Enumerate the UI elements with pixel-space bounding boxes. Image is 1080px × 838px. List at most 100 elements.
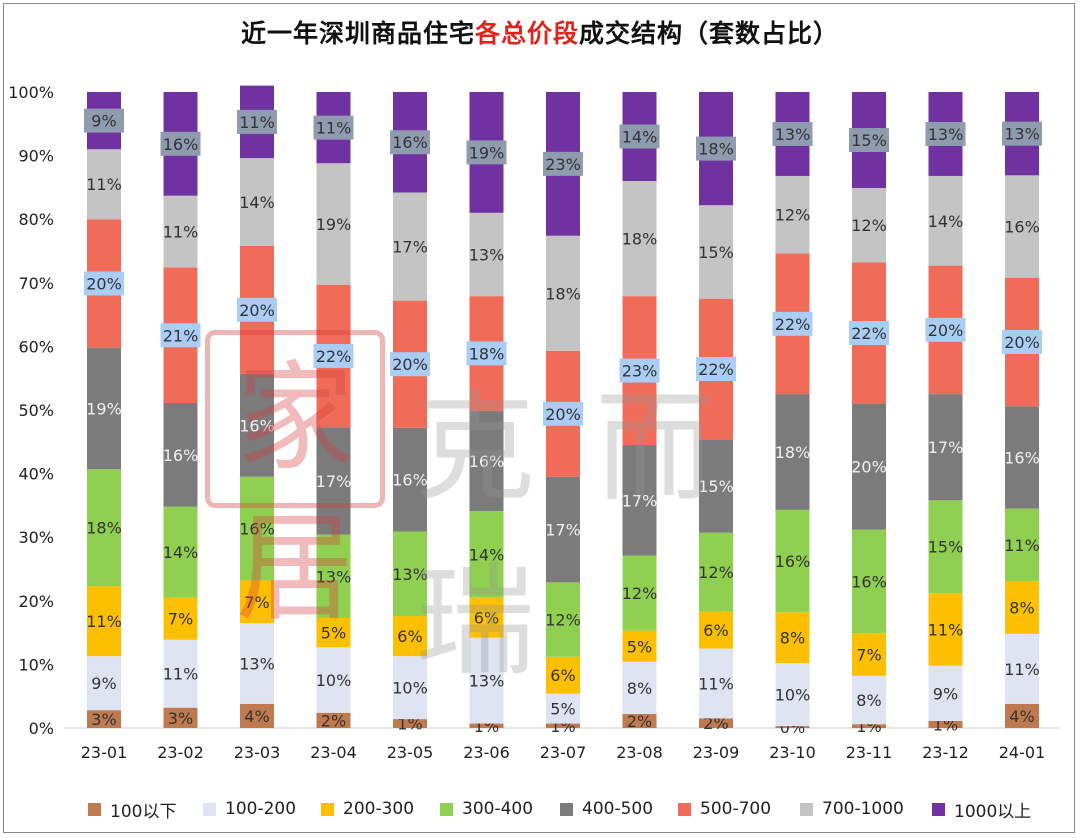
data-label-box bbox=[390, 130, 430, 155]
legend-swatch bbox=[321, 802, 334, 816]
data-label: 16% bbox=[1004, 448, 1040, 467]
data-label: 13% bbox=[392, 565, 428, 584]
data-label: 9% bbox=[933, 684, 958, 703]
bar-segment bbox=[775, 175, 810, 254]
bar-segment bbox=[316, 617, 351, 648]
bar-segment bbox=[928, 394, 963, 501]
data-label: 17% bbox=[545, 521, 581, 540]
bar-segment bbox=[316, 534, 351, 618]
data-label-box bbox=[160, 131, 201, 156]
data-label: 20% bbox=[239, 301, 275, 320]
title-highlight: 各总价段 bbox=[474, 19, 579, 48]
bar-segment bbox=[393, 192, 427, 301]
data-label: 17% bbox=[622, 491, 658, 510]
y-tick-label: 100% bbox=[8, 83, 54, 102]
legend-item: 1000以上 bbox=[932, 796, 1031, 822]
data-label: 13% bbox=[239, 654, 275, 673]
x-tick-label: 23-05 bbox=[387, 743, 434, 762]
y-tick-label: 0% bbox=[29, 719, 54, 738]
data-label: 19% bbox=[469, 143, 505, 162]
bar-segment bbox=[1005, 633, 1039, 704]
data-label-box bbox=[543, 151, 583, 176]
bar-segment bbox=[240, 580, 274, 624]
bar-segment bbox=[240, 623, 274, 704]
bar-segment bbox=[1005, 175, 1039, 278]
data-label: 22% bbox=[775, 315, 811, 334]
bar-segment bbox=[622, 661, 657, 715]
data-label: 8% bbox=[1009, 598, 1034, 617]
bar-segment bbox=[240, 476, 274, 581]
bar-segment bbox=[852, 675, 886, 725]
bar-segment bbox=[469, 511, 504, 598]
bar-segment bbox=[852, 724, 886, 728]
data-label: 11% bbox=[316, 119, 352, 138]
chart-title: 近一年深圳商品住宅各总价段成交结构（套数占比） bbox=[0, 14, 1080, 50]
legend-label: 100以下 bbox=[110, 801, 177, 822]
bar-segment bbox=[163, 597, 198, 640]
bar-segment bbox=[775, 663, 810, 727]
legend-swatch bbox=[932, 802, 945, 816]
data-label-box bbox=[925, 121, 966, 146]
data-label: 6% bbox=[474, 609, 499, 628]
bar-segment bbox=[852, 188, 886, 263]
bar-segment bbox=[1005, 581, 1039, 634]
data-label: 6% bbox=[397, 627, 422, 646]
data-label-box bbox=[849, 128, 889, 153]
bar-segment bbox=[928, 721, 963, 728]
bar-segment bbox=[316, 647, 351, 713]
data-label: 13% bbox=[316, 567, 352, 586]
data-label: 16% bbox=[239, 416, 275, 435]
data-label-box bbox=[543, 401, 583, 426]
data-label: 2% bbox=[627, 712, 652, 731]
data-label: 16% bbox=[163, 446, 199, 465]
data-label: 13% bbox=[469, 672, 505, 691]
legend-item: 500-700 bbox=[678, 796, 771, 822]
legend-item: 100以下 bbox=[88, 796, 176, 822]
bar-segment bbox=[1005, 508, 1039, 582]
data-label: 12% bbox=[698, 563, 734, 582]
data-label: 23% bbox=[622, 362, 658, 381]
data-label: 16% bbox=[392, 133, 428, 152]
data-label-box bbox=[696, 356, 736, 381]
bar-segment bbox=[163, 403, 198, 507]
data-label: 14% bbox=[928, 212, 964, 231]
data-label: 11% bbox=[1004, 536, 1040, 555]
data-label: 13% bbox=[775, 125, 811, 144]
data-label: 16% bbox=[775, 552, 811, 571]
data-label-box bbox=[696, 136, 736, 161]
y-tick-label: 60% bbox=[18, 337, 54, 356]
bar-segment bbox=[393, 719, 427, 728]
data-label: 14% bbox=[469, 545, 505, 564]
bar-segment bbox=[469, 212, 504, 297]
data-label-box bbox=[772, 121, 813, 146]
bar-segment bbox=[316, 427, 351, 535]
bar-segment bbox=[316, 712, 351, 728]
bar-segment bbox=[87, 656, 121, 711]
data-label: 16% bbox=[851, 572, 887, 591]
x-tick-label: 23-09 bbox=[693, 743, 740, 762]
data-label: 17% bbox=[928, 438, 964, 457]
data-label: 18% bbox=[775, 443, 811, 462]
data-label-box bbox=[160, 323, 201, 348]
data-label: 12% bbox=[851, 216, 887, 235]
data-label: 22% bbox=[698, 360, 734, 379]
data-label: 10% bbox=[316, 671, 352, 690]
x-tick-label: 23-07 bbox=[540, 743, 587, 762]
bar-segment bbox=[928, 500, 963, 594]
data-label: 9% bbox=[91, 112, 116, 131]
x-tick-label: 23-11 bbox=[846, 743, 893, 762]
data-label: 16% bbox=[163, 135, 199, 154]
data-label: 12% bbox=[622, 584, 658, 603]
legend-swatch bbox=[440, 802, 453, 816]
legend-label: 500-700 bbox=[700, 799, 772, 819]
data-label: 6% bbox=[703, 621, 728, 640]
data-label: 14% bbox=[163, 543, 199, 562]
bar-segment bbox=[622, 630, 657, 662]
legend-label: 300-400 bbox=[462, 799, 534, 819]
data-label-box bbox=[849, 321, 889, 346]
bar-segment bbox=[240, 373, 274, 477]
bar-segment bbox=[775, 726, 810, 728]
y-tick-label: 70% bbox=[18, 274, 54, 293]
data-label: 18% bbox=[622, 230, 658, 249]
bar-segment bbox=[699, 611, 733, 649]
